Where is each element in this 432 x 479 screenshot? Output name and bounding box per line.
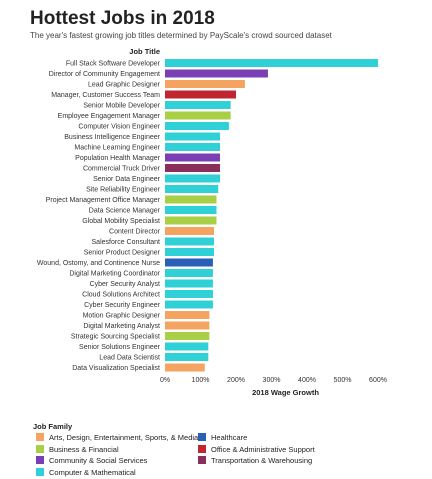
bar <box>165 206 217 214</box>
bar <box>165 111 231 120</box>
chart-subtitle: The year's fastest growing job titles de… <box>30 31 332 40</box>
bar-label: Site Reliability Engineer <box>86 187 161 194</box>
bar <box>165 353 209 361</box>
bar-label: Cloud Solutions Architect <box>82 292 160 299</box>
legend-swatch <box>36 433 44 441</box>
bar-label: Content Director <box>109 229 161 236</box>
legend-label: Computer & Mathematical <box>49 467 136 477</box>
bar-label: Cyber Security Analyst <box>90 281 160 288</box>
bar <box>165 122 229 130</box>
bar-label: Digital Marketing Analyst <box>83 323 160 330</box>
bar <box>165 195 217 204</box>
bar <box>165 132 221 141</box>
legend-item: Business & Financial <box>36 444 119 454</box>
legend-item: Office & Administrative Support <box>198 444 315 454</box>
y-axis-title: Job Title <box>129 47 160 56</box>
bar <box>165 258 213 267</box>
bar <box>165 69 268 78</box>
bar <box>165 311 210 319</box>
bar <box>165 227 214 235</box>
bar-label: Data Science Manager <box>89 208 161 215</box>
bar-label: Employee Engagement Manager <box>58 113 161 120</box>
bar-label: Project Management Office Manager <box>46 197 161 204</box>
bar <box>165 153 221 162</box>
bar-label: Machine Learning Engineer <box>74 145 160 152</box>
x-tick-label: 500% <box>334 377 352 384</box>
bar-label: Computer Vision Engineer <box>78 124 160 131</box>
legend-label: Community & Social Services <box>49 456 148 465</box>
bar-label: Senior Product Designer <box>84 250 161 257</box>
bar <box>165 143 221 151</box>
legend-label: Transportation & Warehousing <box>211 456 313 465</box>
legend-swatch <box>198 433 206 441</box>
bar <box>165 59 378 67</box>
legend-swatch <box>36 467 44 476</box>
legend-swatch <box>198 444 206 453</box>
legend-swatch <box>198 456 206 464</box>
bar-label: Senior Solutions Engineer <box>79 344 161 351</box>
legend-label: Business & Financial <box>49 444 119 454</box>
bar-label: Senior Data Engineer <box>93 176 161 183</box>
bar-label: Full Stack Software Developer <box>66 61 161 68</box>
bar-label: Manager, Customer Success Team <box>51 92 160 99</box>
bar-chart: Job Title Full Stack Software Developer Di… <box>37 47 387 397</box>
legend-title: Job Family <box>33 422 73 431</box>
legend-swatch <box>36 456 44 464</box>
bar <box>165 164 221 172</box>
bar-label: Digital Marketing Coordinator <box>69 271 160 278</box>
legend-label: Arts, Design, Entertainment, Sports, & M… <box>49 433 199 442</box>
bar-label: Business Intelligence Engineer <box>64 134 160 141</box>
x-tick-label: 200% <box>227 377 245 384</box>
bar-label: Salesforce Consultant <box>92 239 161 246</box>
bar-label: Lead Data Scientist <box>99 355 160 362</box>
bar <box>165 80 245 88</box>
legend-item: Computer & Mathematical <box>36 467 136 477</box>
bar <box>165 300 213 309</box>
legend-item: Healthcare <box>198 433 247 442</box>
bar <box>165 290 213 298</box>
bar-label: Commercial Truck Driver <box>83 166 161 173</box>
legend-swatch <box>36 444 44 453</box>
bar <box>165 332 210 340</box>
bar <box>165 101 231 109</box>
chart-title: Hottest Jobs in 2018 <box>30 8 215 29</box>
bar <box>165 237 214 246</box>
bar-label: Global Mobility Specialist <box>82 218 160 225</box>
bar <box>165 90 236 99</box>
bar-label: Director of Community Engagement <box>49 71 160 78</box>
x-tick-label: 0% <box>160 377 170 384</box>
x-tick-label: 100% <box>192 377 210 384</box>
legend-label: Office & Administrative Support <box>211 444 315 454</box>
legend-item: Transportation & Warehousing <box>198 456 312 465</box>
legend-item: Community & Social Services <box>36 456 147 465</box>
x-axis-title: 2018 Wage Growth <box>252 388 319 397</box>
bar <box>165 321 210 330</box>
bar-label: Population Health Manager <box>75 155 161 162</box>
bar <box>165 269 213 277</box>
x-tick-label: 600% <box>369 377 387 384</box>
bar <box>165 279 213 288</box>
bar <box>165 248 214 256</box>
bar-label: Cyber Security Engineer <box>84 302 161 309</box>
bar-label: Data Visualization Specialist <box>72 365 160 372</box>
legend-label: Healthcare <box>211 433 248 442</box>
bar-label: Wound, Ostomy, and Continence Nurse <box>37 260 160 267</box>
bar-label: Senior Mobile Developer <box>83 103 160 110</box>
bar <box>165 185 219 193</box>
bar <box>165 342 209 351</box>
bar-label: Lead Graphic Designer <box>88 82 161 89</box>
bar-label: Motion Graphic Designer <box>83 313 161 320</box>
bar <box>165 363 205 372</box>
x-tick-label: 300% <box>263 377 281 384</box>
x-tick-label: 400% <box>298 377 316 384</box>
bar-label: Strategic Sourcing Specialist <box>71 334 160 341</box>
bar <box>165 216 217 225</box>
legend-item: Arts, Design, Entertainment, Sports, & M… <box>36 433 198 442</box>
bar <box>165 174 221 183</box>
